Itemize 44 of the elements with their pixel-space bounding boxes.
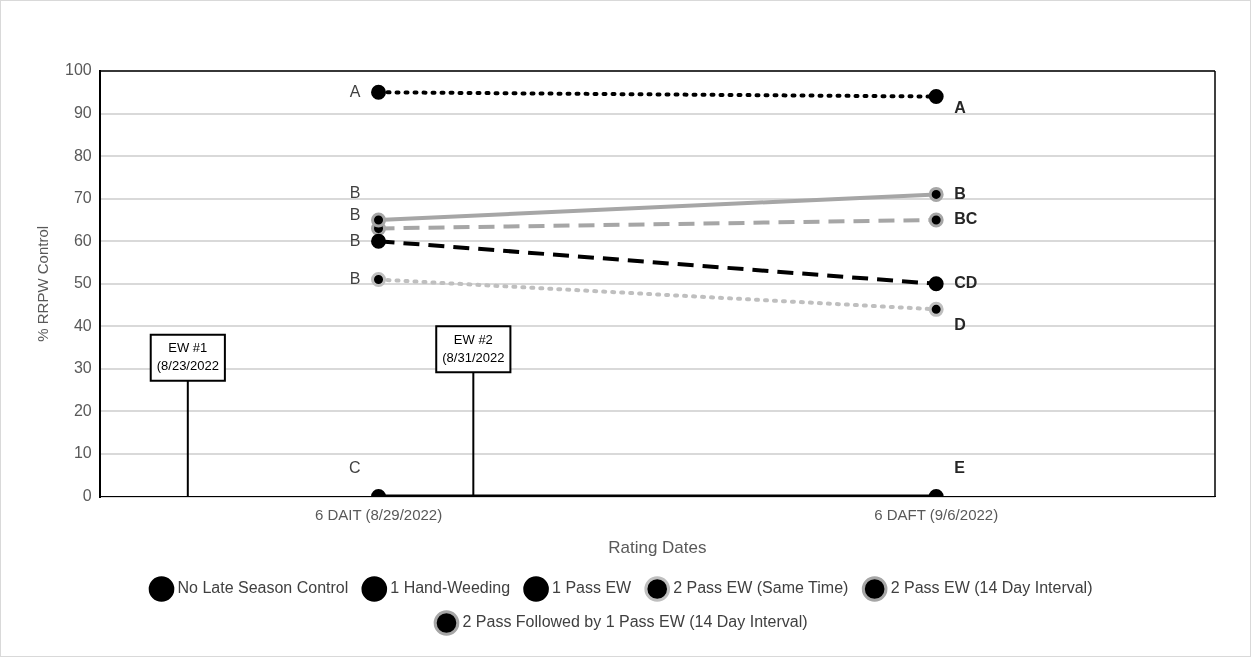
point (928, 276, 944, 292)
y-axis-title: % RRPW Control (34, 225, 52, 342)
legend-label: 2 Pass Followed by 1 Pass EW (14 Day Interval) (462, 613, 808, 631)
y-tick-label: 80 (73, 146, 92, 164)
point (371, 272, 387, 288)
y-tick-label: 50 (73, 274, 92, 292)
point (928, 212, 944, 228)
y-tick-label: 90 (73, 103, 92, 121)
point (371, 212, 387, 228)
annotation: BC (954, 210, 978, 228)
x-tick-label: 6 DAIT (8/29/2022) (314, 505, 443, 523)
legend-label: 2 Pass EW (14 Day Interval) (890, 579, 1093, 597)
legend-label: No Late Season Control (177, 579, 349, 597)
annotation: E (954, 459, 966, 477)
annotation: B (349, 184, 361, 202)
annotation: B (349, 231, 361, 249)
point (928, 301, 944, 317)
y-tick-label: 0 (82, 487, 92, 505)
x-tick-label: 6 DAFT (9/6/2022) (874, 505, 999, 523)
y-tick-label: 60 (73, 231, 92, 249)
point (371, 233, 387, 249)
annotation: A (954, 98, 967, 116)
x-axis-title: Rating Dates (608, 538, 707, 558)
y-tick-label: 70 (73, 189, 92, 207)
legend-label: 2 Pass EW (Same Time) (673, 579, 849, 597)
annotation: B (349, 269, 361, 287)
y-tick-label: 10 (73, 444, 92, 462)
annotation: B (349, 205, 361, 223)
legend-label: 1 Pass EW (552, 579, 633, 597)
annotation: A (349, 82, 361, 100)
annotation: D (954, 315, 966, 333)
annotation: EW #1 (8/23/2022 (156, 340, 219, 374)
y-tick-label: 20 (73, 401, 92, 419)
annotation: B (954, 184, 966, 202)
annotation: C (348, 459, 361, 477)
point (928, 186, 944, 202)
y-tick-label: 30 (73, 359, 92, 377)
annotation: CD (954, 274, 978, 292)
legend-label: 1 Hand-Weeding (390, 579, 511, 597)
point (928, 89, 944, 105)
y-tick-label: 100 (64, 61, 92, 79)
y-tick-label: 40 (73, 316, 92, 334)
point (371, 84, 387, 100)
annotation: EW #2 (8/31/2022 (442, 331, 505, 365)
